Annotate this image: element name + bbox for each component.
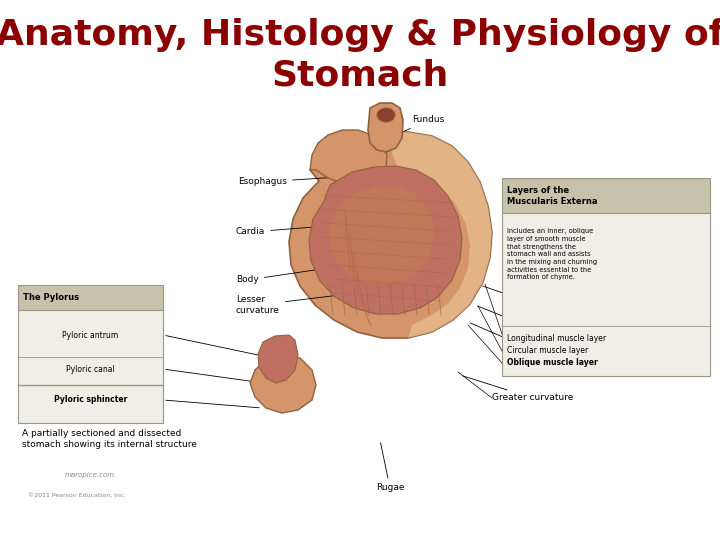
Text: Esophagus: Esophagus	[238, 175, 367, 186]
Text: Circular muscle layer: Circular muscle layer	[507, 346, 588, 355]
Text: Greater curvature: Greater curvature	[463, 376, 573, 402]
Text: Fundus: Fundus	[392, 116, 444, 137]
Text: Body: Body	[236, 268, 325, 285]
Ellipse shape	[377, 108, 395, 122]
Text: Rugae: Rugae	[376, 443, 404, 492]
Text: The Pylorus: The Pylorus	[23, 294, 79, 302]
Polygon shape	[310, 130, 387, 184]
Text: Longitudinal muscle layer: Longitudinal muscle layer	[482, 286, 601, 314]
Text: A partially sectioned and dissected
stomach showing its internal structure: A partially sectioned and dissected stom…	[22, 429, 197, 449]
Text: Oblique muscle layer: Oblique muscle layer	[471, 323, 583, 359]
Text: ©2011 Pearson Education, Inc.: ©2011 Pearson Education, Inc.	[28, 493, 125, 498]
Text: Lesser
curvature: Lesser curvature	[236, 295, 337, 315]
Text: maropice.com: maropice.com	[65, 472, 115, 478]
Text: Pyloric sphincter: Pyloric sphincter	[54, 395, 127, 404]
Text: Anatomy, Histology & Physiology of: Anatomy, Histology & Physiology of	[0, 18, 720, 52]
Polygon shape	[258, 335, 298, 383]
Text: Includes an inner, oblique
layer of smooth muscle
that strengthens the
stomach w: Includes an inner, oblique layer of smoo…	[507, 228, 597, 280]
Text: Layers of the
Muscularis Externa: Layers of the Muscularis Externa	[507, 186, 598, 206]
Text: Pyloric canal: Pyloric canal	[66, 364, 115, 374]
FancyBboxPatch shape	[502, 178, 710, 213]
FancyBboxPatch shape	[18, 310, 163, 423]
Text: Cardia: Cardia	[236, 225, 337, 237]
Text: Longitudinal muscle layer: Longitudinal muscle layer	[507, 334, 606, 343]
Polygon shape	[368, 103, 403, 152]
Polygon shape	[309, 166, 462, 314]
Polygon shape	[385, 132, 492, 338]
Text: Oblique muscle layer: Oblique muscle layer	[507, 358, 598, 367]
Text: Pyloric antrum: Pyloric antrum	[63, 330, 119, 340]
Polygon shape	[329, 186, 434, 284]
Text: Circular muscle layer: Circular muscle layer	[477, 306, 583, 336]
FancyBboxPatch shape	[502, 213, 710, 376]
Text: Stomach: Stomach	[271, 58, 449, 92]
FancyBboxPatch shape	[18, 285, 163, 310]
Polygon shape	[250, 354, 316, 413]
Polygon shape	[289, 132, 492, 338]
Text: Anterior
surface: Anterior surface	[415, 198, 452, 218]
